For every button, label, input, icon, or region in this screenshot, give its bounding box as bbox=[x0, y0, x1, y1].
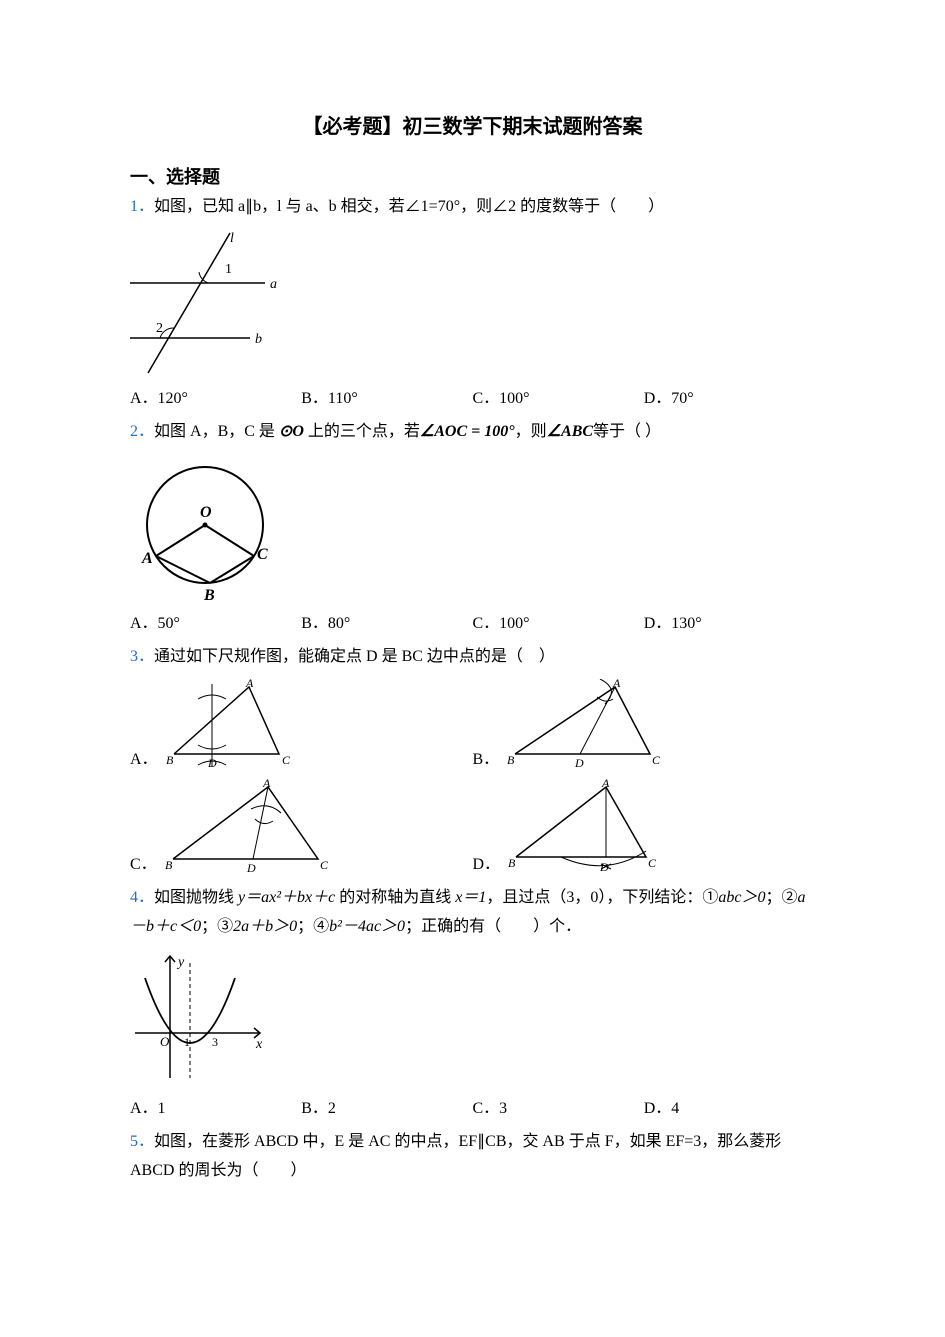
q4-eq6: b²－4ac＞0 bbox=[329, 918, 405, 935]
svg-text:D: D bbox=[599, 860, 609, 874]
q4-options: A．1 B．2 C．3 D．4 bbox=[130, 1094, 815, 1118]
svg-text:B: B bbox=[508, 856, 516, 870]
svg-text:C: C bbox=[652, 753, 661, 767]
q2-abc: ∠ABC bbox=[547, 423, 593, 440]
triangle-a-icon: A B D C bbox=[164, 679, 304, 769]
q2-t4: 等于（ ） bbox=[593, 423, 661, 440]
q1-num: 1． bbox=[130, 198, 154, 215]
q5-text: 5．如图，在菱形 ABCD 中，E 是 AC 的中点，EF∥CB，交 AB 于点… bbox=[130, 1128, 815, 1186]
svg-text:1: 1 bbox=[225, 262, 232, 277]
q2-num: 2． bbox=[130, 423, 154, 440]
q4-eq2: x＝1 bbox=[455, 889, 486, 906]
q1-opt-c: C．100° bbox=[473, 384, 644, 408]
svg-text:B: B bbox=[166, 753, 174, 767]
q4-opt-c: C．3 bbox=[473, 1094, 644, 1118]
svg-text:A: A bbox=[141, 550, 153, 567]
page: 【必考题】初三数学下期末试题附答案 一、选择题 1．如图，已知 a∥b，l 与 … bbox=[0, 0, 945, 1250]
q3-body: 通过如下尺规作图，能确定点 D 是 BC 边中点的是（ ） bbox=[154, 648, 555, 665]
q2-t3: ，则 bbox=[515, 423, 547, 440]
q4-opt-a: A．1 bbox=[130, 1094, 301, 1118]
q3-text: 3．通过如下尺规作图，能确定点 D 是 BC 边中点的是（ ） bbox=[130, 643, 815, 672]
q4-t2: 的对称轴为直线 bbox=[335, 889, 455, 906]
q4-t1: 如图抛物线 bbox=[154, 889, 238, 906]
q2-opt-a: A．50° bbox=[130, 609, 301, 633]
svg-text:y: y bbox=[176, 955, 185, 970]
q2-t2: 上的三个点，若 bbox=[304, 423, 420, 440]
q4-opt-b: B．2 bbox=[301, 1094, 472, 1118]
svg-text:B: B bbox=[203, 587, 215, 603]
svg-text:l: l bbox=[230, 231, 234, 246]
q3-options: A． A B D C B． A B D bbox=[130, 679, 815, 874]
q3-opt-b-label: B． bbox=[473, 745, 500, 769]
svg-text:C: C bbox=[648, 856, 657, 870]
q5-body: 如图，在菱形 ABCD 中，E 是 AC 的中点，EF∥CB，交 AB 于点 F… bbox=[130, 1133, 781, 1179]
svg-text:A: A bbox=[601, 779, 610, 790]
parallel-lines-icon: l 1 a 2 b bbox=[130, 228, 290, 378]
q3-opt-c-label: C． bbox=[130, 850, 157, 874]
q3-opt-b: B． A B D C bbox=[473, 679, 816, 769]
svg-text:D: D bbox=[246, 861, 256, 874]
q4-opt-d: D．4 bbox=[644, 1094, 815, 1118]
q2-figure: O A C B bbox=[130, 453, 815, 603]
q4-t3: ，且过点（3，0），下列结论：① bbox=[486, 889, 718, 906]
q4-num: 4． bbox=[130, 889, 154, 906]
circle-angle-icon: O A C B bbox=[130, 453, 280, 603]
q2-opt-d: D．130° bbox=[644, 609, 815, 633]
q3-opt-c: C． A B D C bbox=[130, 779, 473, 874]
q2-circle-o: ⊙O bbox=[279, 423, 304, 440]
q3-opt-a-label: A． bbox=[130, 745, 158, 769]
parabola-icon: y x O 1 3 bbox=[130, 948, 270, 1088]
svg-text:A: A bbox=[262, 779, 271, 790]
q2-text: 2．如图 A，B，C 是 ⊙O 上的三个点，若∠AOC = 100°，则∠ABC… bbox=[130, 418, 815, 447]
svg-text:B: B bbox=[507, 753, 515, 767]
svg-text:C: C bbox=[257, 546, 268, 563]
svg-text:C: C bbox=[320, 858, 329, 872]
page-title: 【必考题】初三数学下期末试题附答案 bbox=[130, 110, 815, 139]
svg-text:a: a bbox=[270, 277, 277, 292]
q4-t5: ；③ bbox=[201, 918, 233, 935]
q1-opt-b: B．110° bbox=[301, 384, 472, 408]
svg-text:A: A bbox=[612, 679, 621, 690]
q2-opt-b: B．80° bbox=[301, 609, 472, 633]
q2-opt-c: C．100° bbox=[473, 609, 644, 633]
q4-eq1: y＝ax²＋bx＋c bbox=[238, 889, 335, 906]
q3-opt-d: D． A B D C bbox=[473, 779, 816, 874]
svg-text:B: B bbox=[165, 858, 173, 872]
svg-text:3: 3 bbox=[212, 1035, 218, 1049]
svg-text:x: x bbox=[255, 1037, 263, 1052]
svg-text:O: O bbox=[160, 1034, 170, 1049]
q1-options: A．120° B．110° C．100° D．70° bbox=[130, 384, 815, 408]
q1-figure: l 1 a 2 b bbox=[130, 228, 815, 378]
section-heading: 一、选择题 bbox=[130, 163, 815, 189]
q3-opt-d-label: D． bbox=[473, 850, 501, 874]
svg-text:1: 1 bbox=[184, 1035, 190, 1049]
svg-text:D: D bbox=[574, 756, 584, 769]
svg-text:D: D bbox=[207, 756, 217, 769]
svg-text:O: O bbox=[200, 504, 212, 521]
svg-text:b: b bbox=[255, 332, 262, 347]
q2-aoc: ∠AOC = 100° bbox=[420, 423, 515, 440]
triangle-c-icon: A B D C bbox=[163, 779, 333, 874]
q4-figure: y x O 1 3 bbox=[130, 948, 815, 1088]
q4-t6: ；④ bbox=[297, 918, 329, 935]
q4-t7: ；正确的有（ ）个． bbox=[405, 918, 581, 935]
q4-eq5: 2a＋b＞0 bbox=[233, 918, 297, 935]
svg-text:A: A bbox=[245, 679, 254, 690]
q4-t4: ；② bbox=[766, 889, 798, 906]
svg-text:C: C bbox=[282, 753, 291, 767]
q5-num: 5． bbox=[130, 1133, 154, 1150]
q1-body: 如图，已知 a∥b，l 与 a、b 相交，若∠1=70°，则∠2 的度数等于（ … bbox=[154, 198, 664, 215]
q2-options: A．50° B．80° C．100° D．130° bbox=[130, 609, 815, 633]
q1-text: 1．如图，已知 a∥b，l 与 a、b 相交，若∠1=70°，则∠2 的度数等于… bbox=[130, 193, 815, 222]
q1-opt-d: D．70° bbox=[644, 384, 815, 408]
triangle-d-icon: A B D C bbox=[506, 779, 666, 874]
triangle-b-icon: A B D C bbox=[505, 679, 665, 769]
q4-eq3: abc＞0 bbox=[718, 889, 765, 906]
q2-t1: 如图 A，B，C 是 bbox=[154, 423, 279, 440]
q3-num: 3． bbox=[130, 648, 154, 665]
q4-text: 4．如图抛物线 y＝ax²＋bx＋c 的对称轴为直线 x＝1，且过点（3，0），… bbox=[130, 884, 815, 942]
q3-opt-a: A． A B D C bbox=[130, 679, 473, 769]
q1-opt-a: A．120° bbox=[130, 384, 301, 408]
